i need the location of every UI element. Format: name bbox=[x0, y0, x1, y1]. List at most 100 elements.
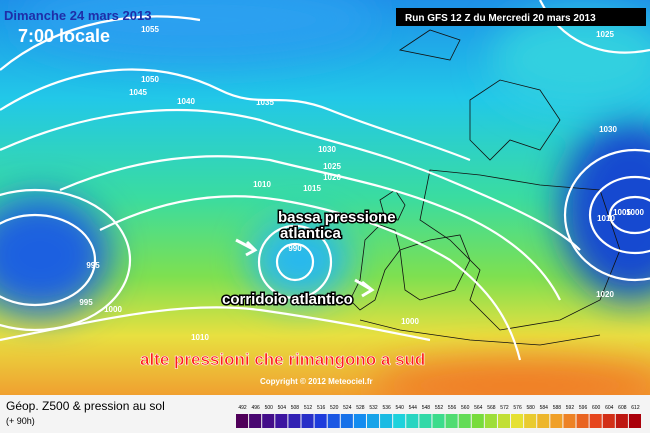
scale-cell bbox=[445, 414, 458, 428]
scale-cell bbox=[497, 414, 511, 428]
annotation-low: bassa pressione bbox=[278, 209, 396, 226]
scale-cell bbox=[340, 414, 353, 428]
scale-label: 556 bbox=[448, 405, 457, 411]
scale-label: 532 bbox=[369, 405, 378, 411]
scale-cell bbox=[471, 414, 484, 428]
isobar-label: 1005 bbox=[613, 208, 631, 217]
scale-label: 540 bbox=[396, 405, 405, 411]
copyright: Copyright © 2012 Meteociel.fr bbox=[260, 377, 373, 386]
scale-cell bbox=[393, 414, 406, 428]
isobar-label: 1010 bbox=[191, 333, 209, 342]
scale-label: 508 bbox=[291, 405, 300, 411]
map-date: Dimanche 24 mars 2013 bbox=[4, 8, 151, 23]
scale-label: 524 bbox=[343, 405, 352, 411]
scale-cell bbox=[537, 414, 550, 428]
color-scale: 492 496 500 504 508 512 516 520 524 528 532 536 540 5… bbox=[236, 405, 641, 428]
scale-cell bbox=[288, 414, 301, 428]
scale-label: 572 bbox=[500, 405, 509, 411]
isobar-label: 1015 bbox=[303, 184, 321, 193]
scale-cell bbox=[406, 414, 419, 428]
isobar-label: 1055 bbox=[141, 25, 159, 34]
annotation-south: alte pressioni che rimangono a sud bbox=[140, 350, 425, 369]
scale-cell bbox=[550, 414, 563, 428]
isobar-label: 990 bbox=[288, 244, 302, 253]
scale-label: 548 bbox=[422, 405, 431, 411]
scale-cell bbox=[511, 414, 524, 428]
isobar-label: 1010 bbox=[253, 180, 271, 189]
scale-cell bbox=[301, 414, 314, 428]
scale-label: 536 bbox=[382, 405, 391, 411]
scale-label: 528 bbox=[356, 405, 365, 411]
scale-label: 492 bbox=[238, 405, 247, 411]
annotation-corridor: corridoio atlantico bbox=[222, 291, 353, 308]
isobar-label: 1025 bbox=[323, 162, 341, 171]
scale-label: 584 bbox=[540, 405, 549, 411]
isobar-label: 995 bbox=[79, 298, 93, 307]
isobar-label: 1000 bbox=[626, 208, 644, 217]
arrow bbox=[235, 238, 258, 257]
scale-label: 580 bbox=[527, 405, 536, 411]
scale-cell bbox=[380, 414, 393, 428]
scale-cell bbox=[236, 414, 249, 428]
scale-label: 596 bbox=[579, 405, 588, 411]
scale-label: 564 bbox=[474, 405, 483, 411]
isobar-label: 1020 bbox=[596, 290, 614, 299]
scale-label: 560 bbox=[461, 405, 470, 411]
scale-label: 576 bbox=[513, 405, 522, 411]
isobar-label: 1010 bbox=[597, 214, 615, 223]
scale-cell bbox=[249, 414, 262, 428]
isobars bbox=[0, 0, 650, 360]
scale-label: 612 bbox=[631, 405, 640, 411]
scale-label: 588 bbox=[553, 405, 562, 411]
scale-label: 604 bbox=[605, 405, 614, 411]
coastlines bbox=[349, 29, 621, 346]
scale-cell bbox=[484, 414, 497, 428]
scale-cell bbox=[458, 414, 471, 428]
scale-cell bbox=[262, 414, 275, 428]
scale-cell bbox=[327, 414, 340, 428]
scale-cell bbox=[563, 414, 576, 428]
isobar-label: 1045 bbox=[129, 88, 147, 97]
scale-label: 520 bbox=[330, 405, 339, 411]
scale-label: 496 bbox=[251, 405, 260, 411]
legend-lead: (+ 90h) bbox=[6, 416, 35, 426]
scale-label: 552 bbox=[435, 405, 444, 411]
scale-label: 512 bbox=[304, 405, 313, 411]
isobar-label: 1020 bbox=[323, 173, 341, 182]
run-info: Run GFS 12 Z du Mercredi 20 mars 2013 bbox=[405, 13, 596, 24]
scale-cell bbox=[589, 414, 602, 428]
scale-cell bbox=[314, 414, 327, 428]
isobar-label: 1050 bbox=[141, 75, 159, 84]
scale-label: 608 bbox=[618, 405, 627, 411]
run-box bbox=[396, 8, 646, 26]
scale-cell bbox=[615, 414, 628, 428]
isobar-label: 1000 bbox=[401, 317, 419, 326]
scale-cell bbox=[275, 414, 288, 428]
map-time: 7:00 locale bbox=[18, 26, 110, 46]
isobar-label: 1040 bbox=[177, 97, 195, 106]
scale-cell bbox=[628, 414, 641, 428]
scale-cell bbox=[353, 414, 366, 428]
isobar-label: 1025 bbox=[596, 30, 614, 39]
legend-title: Géop. Z500 & pression au sol bbox=[6, 399, 165, 413]
scale-cell bbox=[366, 414, 380, 428]
isobar-label: 1030 bbox=[318, 145, 336, 154]
isobar-label: 1035 bbox=[256, 98, 274, 107]
isobar-label: 995 bbox=[86, 261, 100, 270]
scale-label: 544 bbox=[409, 405, 418, 411]
scale-label: 568 bbox=[487, 405, 496, 411]
scale-label: 516 bbox=[317, 405, 326, 411]
isobar-label: 1030 bbox=[599, 125, 617, 134]
scale-cell bbox=[576, 414, 589, 428]
scale-label: 600 bbox=[592, 405, 601, 411]
isobar-label: 1000 bbox=[104, 305, 122, 314]
scale-cell bbox=[432, 414, 445, 428]
scale-cell bbox=[602, 414, 615, 428]
arrow bbox=[354, 278, 375, 298]
scale-cell bbox=[524, 414, 537, 428]
scale-cell bbox=[419, 414, 432, 428]
scale-label: 592 bbox=[566, 405, 575, 411]
scale-label: 500 bbox=[265, 405, 274, 411]
